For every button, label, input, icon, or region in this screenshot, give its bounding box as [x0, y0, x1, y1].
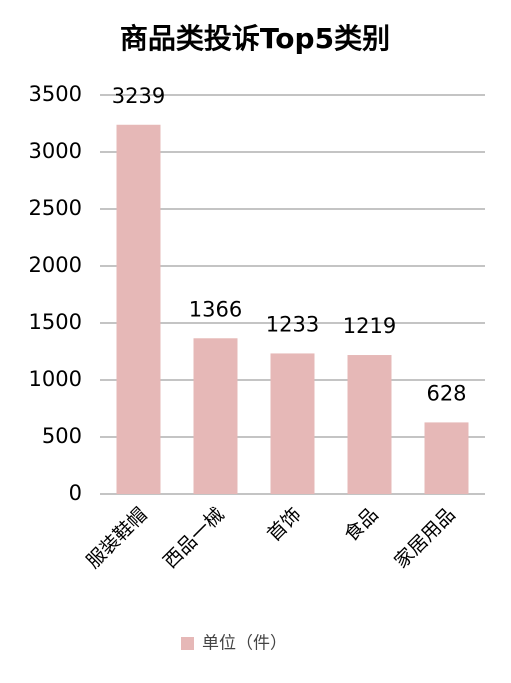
y-tick-label: 2500	[29, 196, 82, 220]
x-tick-label: 家居用品	[390, 504, 459, 573]
y-tick-label: 2000	[29, 253, 82, 277]
legend-label: 单位（件）	[202, 634, 287, 654]
x-tick-label: 西品一械	[159, 504, 228, 573]
value-label: 1366	[189, 297, 242, 321]
value-label: 628	[426, 381, 466, 405]
bar	[270, 353, 315, 494]
value-label: 1233	[266, 312, 319, 336]
x-tick-label: 首饰	[263, 504, 305, 546]
bar	[347, 355, 392, 494]
bar	[116, 124, 161, 494]
y-tick-label: 3500	[29, 82, 82, 106]
x-tick-label: 食品	[340, 504, 382, 546]
value-label: 1219	[343, 314, 396, 338]
legend-swatch	[181, 637, 194, 650]
x-tick-label: 服装鞋帽	[82, 504, 151, 573]
bar	[424, 422, 469, 494]
value-label: 3239	[112, 84, 165, 108]
bar	[193, 338, 238, 494]
y-tick-label: 1000	[29, 367, 82, 391]
y-tick-label: 1500	[29, 310, 82, 334]
y-tick-label: 0	[69, 481, 82, 505]
chart-title: 商品类投诉Top5类别	[120, 22, 390, 55]
y-tick-label: 3000	[29, 139, 82, 163]
y-tick-label: 500	[42, 424, 82, 448]
